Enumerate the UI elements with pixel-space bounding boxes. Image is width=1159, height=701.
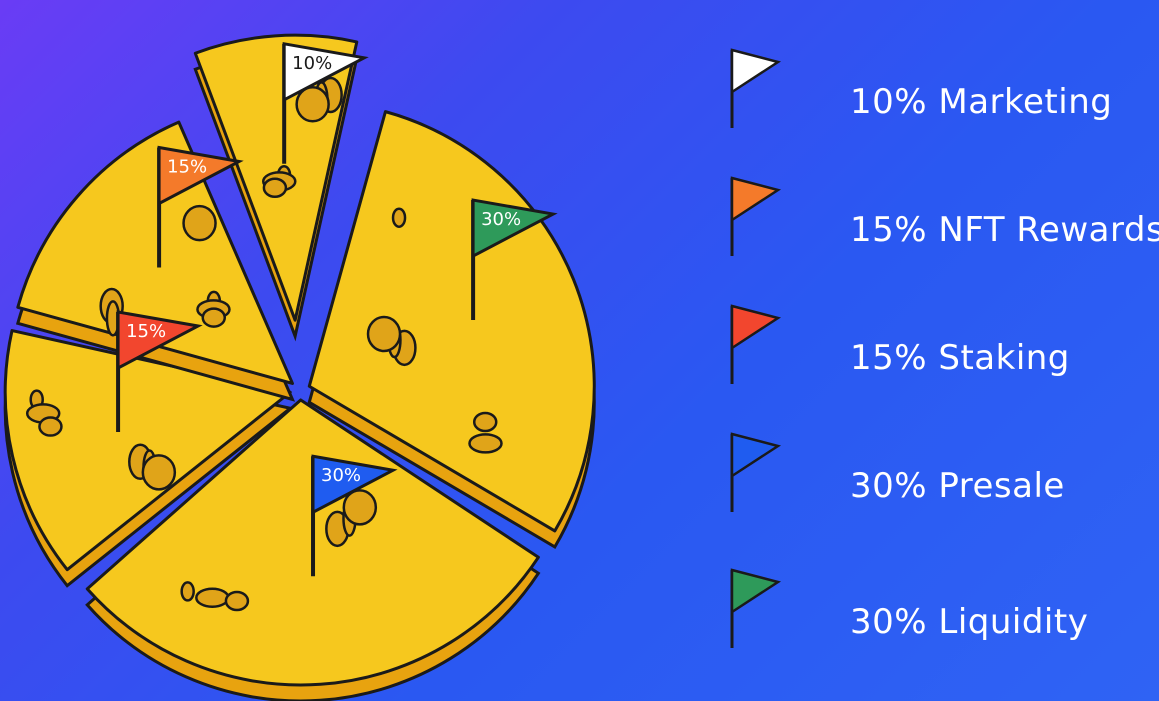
cheese-hole: [468, 433, 503, 454]
flag-banner: [311, 454, 398, 515]
legend-label: 30% Liquidity: [850, 602, 1089, 642]
legend-label: 10% Marketing: [850, 82, 1113, 122]
flag-value-label: 30%: [481, 209, 521, 230]
legend-item-presale: 30% Presale: [720, 424, 1159, 514]
cheese-hole: [195, 587, 230, 608]
cheese-hole: [180, 581, 195, 602]
cheese-hole: [472, 411, 498, 433]
flag-value-label: 10%: [292, 53, 332, 74]
legend-item-marketing: 10% Marketing: [720, 40, 1159, 130]
slice-flag-marketing: 10%: [282, 42, 369, 164]
legend-flag-fill: [730, 568, 782, 615]
legend-item-liquidity: 30% Liquidity: [720, 560, 1159, 650]
cheese-hole: [38, 416, 63, 437]
legend-label: 15% Staking: [850, 338, 1070, 378]
flag-banner: [116, 310, 203, 371]
slice-flag-staking: 15%: [116, 310, 203, 432]
legend-label: 30% Presale: [850, 466, 1065, 506]
flag-value-label: 15%: [126, 321, 166, 342]
flag-banner: [157, 145, 244, 206]
legend-flag-fill: [730, 432, 782, 479]
legend-label: 15% NFT Rewards: [850, 210, 1159, 250]
cheese-hole: [391, 207, 407, 228]
red-flag-icon: [730, 304, 782, 384]
flag-value-label: 30%: [321, 465, 361, 486]
legend-flag-fill: [730, 176, 782, 223]
cheese-hole: [295, 86, 330, 123]
slice-flag-liquidity: 30%: [471, 198, 558, 321]
cheese-hole: [141, 454, 177, 491]
legend-item-staking: 15% Staking: [720, 296, 1159, 386]
cheese-hole: [342, 489, 378, 526]
green-flag-icon: [730, 568, 782, 648]
cheese-hole: [262, 177, 288, 199]
slice-flag-presale: 30%: [311, 454, 398, 577]
flag-banner: [282, 42, 369, 103]
orange-flag-icon: [730, 176, 782, 256]
white-flag-icon: [730, 48, 782, 128]
flag-banner: [471, 198, 558, 259]
cheese-hole: [201, 307, 227, 328]
blue-flag-icon: [730, 432, 782, 512]
cheese-hole: [366, 315, 402, 353]
cheese-hole: [224, 590, 250, 612]
flag-value-label: 15%: [167, 157, 207, 178]
legend-item-nft-rewards: 15% NFT Rewards: [720, 168, 1159, 258]
legend-flag-fill: [730, 304, 782, 351]
cheese-hole: [182, 204, 217, 242]
legend-flag-fill: [730, 48, 782, 95]
slice-flag-nft-rewards: 15%: [157, 145, 244, 268]
